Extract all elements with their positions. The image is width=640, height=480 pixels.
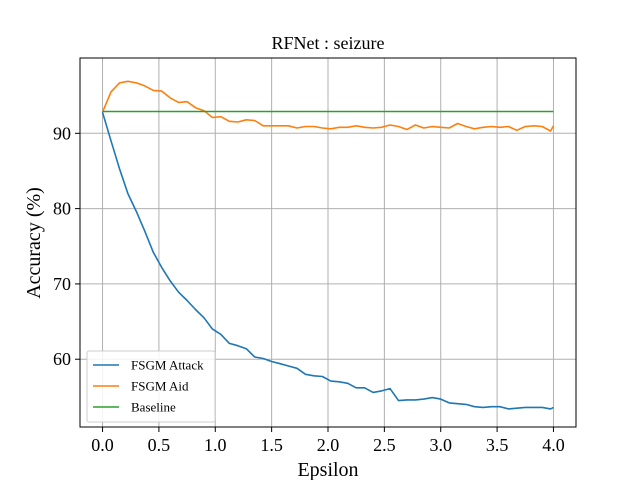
x-tick-label: 1.5 [260, 435, 283, 455]
x-tick-label: 1.0 [204, 435, 227, 455]
axis-ticks: 0.0 0.5 1.0 1.5 2.0 2.5 3.0 3.5 4.0 60 70 80 90 [53, 123, 565, 455]
series-line-fsgm-aid [101, 80, 555, 132]
x-tick-label: 3.5 [486, 435, 509, 455]
y-tick-label: 60 [53, 349, 71, 369]
x-axis-label: Epsilon [297, 459, 358, 480]
series-line-fsgm-attack [101, 111, 554, 410]
legend-label-fsgm-aid: FSGM Aid [131, 379, 189, 394]
legend: FSGM Attack FSGM Aid Baseline [86, 350, 216, 423]
x-tick-label: 2.0 [317, 435, 340, 455]
y-tick-label: 90 [53, 123, 71, 143]
x-tick-label: 4.0 [542, 435, 565, 455]
chart-title: RFNet : seizure [272, 33, 385, 53]
legend-label-baseline: Baseline [131, 400, 176, 415]
legend-label-fsgm-attack: FSGM Attack [131, 358, 204, 373]
x-tick-label: 0.0 [91, 435, 114, 455]
x-tick-label: 0.5 [148, 435, 171, 455]
legend-box [86, 350, 216, 423]
x-tick-label: 2.5 [373, 435, 396, 455]
y-tick-label: 80 [53, 199, 71, 219]
series-lines [101, 80, 555, 410]
grid-lines [80, 58, 576, 427]
y-tick-label: 70 [53, 274, 71, 294]
x-tick-label: 3.0 [429, 435, 452, 455]
y-axis-label: Accuracy (%) [23, 187, 45, 299]
